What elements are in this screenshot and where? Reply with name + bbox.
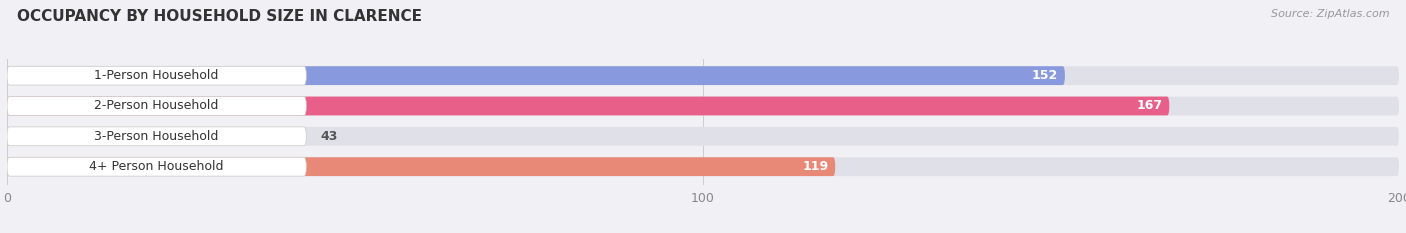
- FancyBboxPatch shape: [7, 66, 1064, 85]
- Text: 119: 119: [803, 160, 828, 173]
- FancyBboxPatch shape: [7, 97, 307, 115]
- FancyBboxPatch shape: [7, 127, 307, 146]
- Text: 4+ Person Household: 4+ Person Household: [90, 160, 224, 173]
- FancyBboxPatch shape: [7, 66, 307, 85]
- Text: 1-Person Household: 1-Person Household: [94, 69, 219, 82]
- FancyBboxPatch shape: [7, 97, 1170, 115]
- FancyBboxPatch shape: [7, 97, 1399, 115]
- Text: 3-Person Household: 3-Person Household: [94, 130, 219, 143]
- FancyBboxPatch shape: [7, 157, 307, 176]
- Text: 167: 167: [1136, 99, 1163, 113]
- Text: 152: 152: [1032, 69, 1057, 82]
- FancyBboxPatch shape: [7, 66, 1399, 85]
- FancyBboxPatch shape: [7, 157, 835, 176]
- Text: OCCUPANCY BY HOUSEHOLD SIZE IN CLARENCE: OCCUPANCY BY HOUSEHOLD SIZE IN CLARENCE: [17, 9, 422, 24]
- FancyBboxPatch shape: [7, 127, 307, 146]
- FancyBboxPatch shape: [7, 157, 1399, 176]
- Text: Source: ZipAtlas.com: Source: ZipAtlas.com: [1271, 9, 1389, 19]
- Text: 2-Person Household: 2-Person Household: [94, 99, 219, 113]
- FancyBboxPatch shape: [7, 127, 1399, 146]
- Text: 43: 43: [321, 130, 337, 143]
